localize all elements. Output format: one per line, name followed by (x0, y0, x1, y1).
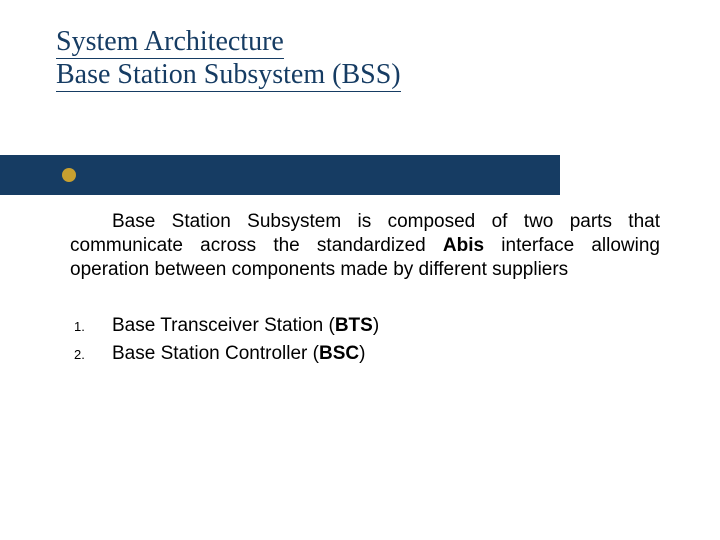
title-line-2: Base Station Subsystem (BSS) (56, 59, 401, 92)
list-item: 1. Base Transceiver Station (BTS) (74, 315, 379, 337)
bullet-dot-icon (62, 168, 76, 182)
list-bold: BSC (319, 343, 359, 364)
list-bold: BTS (335, 315, 373, 336)
paragraph-bold: Abis (443, 235, 484, 256)
list-number: 2. (74, 347, 112, 362)
list-text: Base Station Controller (BSC) (112, 343, 365, 365)
list-pre: Base Transceiver Station ( (112, 315, 335, 336)
numbered-list: 1. Base Transceiver Station (BTS) 2. Bas… (74, 315, 379, 371)
list-post: ) (373, 315, 379, 336)
list-item: 2. Base Station Controller (BSC) (74, 343, 379, 365)
title-line-1: System Architecture (56, 26, 284, 59)
body-paragraph: Base Station Subsystem is composed of tw… (70, 210, 660, 281)
list-text: Base Transceiver Station (BTS) (112, 315, 379, 337)
list-pre: Base Station Controller ( (112, 343, 319, 364)
slide-title: System Architecture Base Station Subsyst… (56, 26, 401, 92)
accent-bar (0, 155, 560, 195)
list-post: ) (359, 343, 365, 364)
list-number: 1. (74, 319, 112, 334)
slide: System Architecture Base Station Subsyst… (0, 0, 720, 540)
